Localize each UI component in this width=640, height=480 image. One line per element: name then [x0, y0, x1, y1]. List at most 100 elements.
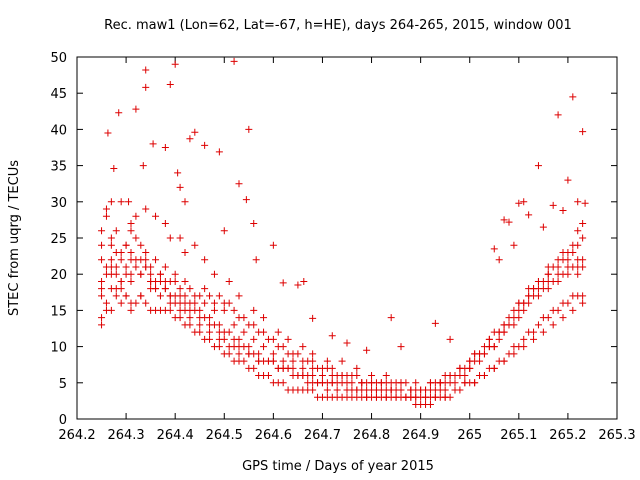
data-point [574, 198, 582, 206]
data-point [220, 227, 228, 235]
data-point [252, 256, 260, 264]
data-point [574, 270, 582, 278]
data-point [176, 299, 184, 307]
data-point [461, 379, 469, 387]
data-point [269, 357, 277, 365]
data-point [544, 277, 552, 285]
data-point [377, 379, 385, 387]
data-point [196, 314, 204, 322]
data-point [274, 328, 282, 336]
data-point [480, 372, 488, 380]
data-point [485, 343, 493, 351]
data-point [137, 270, 145, 278]
data-point [152, 212, 160, 220]
data-point [510, 241, 518, 249]
data-point [196, 306, 204, 314]
data-point [515, 199, 523, 207]
data-point [476, 357, 484, 365]
data-point [112, 270, 120, 278]
data-point [530, 328, 538, 336]
data-point [515, 306, 523, 314]
data-point [372, 386, 380, 394]
data-point [132, 105, 140, 113]
data-point [564, 299, 572, 307]
data-point [142, 66, 150, 74]
data-point [255, 357, 263, 365]
data-point [564, 270, 572, 278]
data-point [215, 321, 223, 329]
data-point [579, 128, 587, 136]
data-point [579, 292, 587, 300]
data-point [387, 386, 395, 394]
x-tick-label: 265.1 [500, 428, 537, 443]
data-point [422, 393, 430, 401]
data-point [171, 277, 179, 285]
data-point [461, 372, 469, 380]
y-tick-label: 40 [50, 123, 67, 138]
data-point [559, 248, 567, 256]
data-point [240, 328, 248, 336]
data-point [581, 199, 589, 207]
data-point [387, 314, 395, 322]
data-point [260, 343, 268, 351]
data-point [240, 314, 248, 322]
data-point [132, 212, 140, 220]
data-point [117, 198, 125, 206]
data-point [353, 386, 361, 394]
data-point [554, 263, 562, 271]
y-tick-label: 25 [50, 232, 67, 247]
data-point [186, 306, 194, 314]
data-point [363, 393, 371, 401]
data-point [102, 205, 110, 213]
data-point [309, 314, 317, 322]
data-point [210, 270, 218, 278]
data-point [549, 201, 557, 209]
data-point [397, 379, 405, 387]
y-tick-label: 5 [59, 377, 67, 392]
data-point [490, 364, 498, 372]
data-point [559, 314, 567, 322]
data-point [98, 321, 106, 329]
data-point [206, 328, 214, 336]
data-point [426, 401, 434, 409]
data-point [181, 198, 189, 206]
data-point [250, 364, 258, 372]
data-point [328, 372, 336, 380]
data-point [343, 339, 351, 347]
y-tick-label: 0 [59, 413, 67, 428]
data-point [323, 386, 331, 394]
data-point [196, 321, 204, 329]
data-point [397, 386, 405, 394]
data-point [485, 335, 493, 343]
data-point [107, 234, 115, 242]
data-point [201, 285, 209, 293]
data-point [579, 220, 587, 228]
data-point [115, 109, 123, 117]
y-tick-label: 50 [50, 51, 67, 66]
y-tick-label: 45 [50, 87, 67, 102]
data-point [98, 277, 106, 285]
data-point [289, 357, 297, 365]
data-point [102, 306, 110, 314]
data-point [372, 393, 380, 401]
data-point [426, 379, 434, 387]
data-point [530, 335, 538, 343]
data-point [250, 220, 258, 228]
data-point [412, 379, 420, 387]
data-point [525, 285, 533, 293]
data-point [186, 321, 194, 329]
data-point [309, 350, 317, 358]
data-point [451, 379, 459, 387]
data-point [520, 343, 528, 351]
data-point [127, 256, 135, 264]
data-point [127, 277, 135, 285]
data-point [127, 248, 135, 256]
data-point [225, 350, 233, 358]
data-point [382, 372, 390, 380]
data-point [127, 220, 135, 228]
data-point [353, 364, 361, 372]
data-point [525, 292, 533, 300]
data-point [574, 241, 582, 249]
data-point [299, 343, 307, 351]
data-point [284, 335, 292, 343]
